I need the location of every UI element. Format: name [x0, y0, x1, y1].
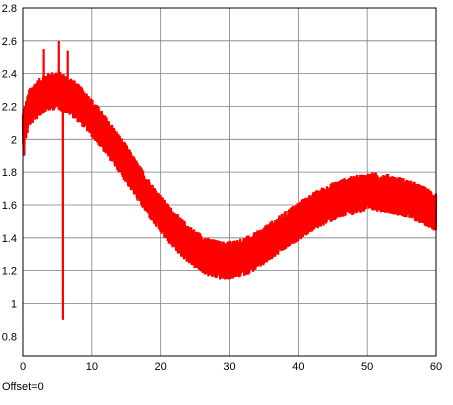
x-tick-label: 40: [292, 361, 304, 373]
x-tick-label: 20: [155, 361, 167, 373]
x-axis-tick-labels: 0 10 20 30 40 50 60: [20, 361, 442, 373]
y-tick-label: 1.8: [2, 167, 17, 179]
y-tick-label: 1.2: [2, 266, 17, 278]
y-tick-label: 1.4: [2, 233, 17, 245]
y-tick-label: 1.6: [2, 200, 17, 212]
y-tick-label: 2: [11, 134, 17, 146]
series-line-0: [21, 40, 438, 320]
y-tick-label: 1: [11, 298, 17, 310]
y-tick-label: 2.4: [2, 69, 17, 81]
y-axis-tick-labels: 1 1.2 1.4 1.6 1.8 2 2.2 2.4 2.6 2.8 0.8: [2, 3, 17, 343]
data-series: [21, 40, 438, 320]
x-tick-label: 50: [361, 361, 373, 373]
offset-footer-text: Offset=0: [2, 381, 44, 393]
y-tick-label: 2.8: [2, 3, 17, 15]
x-tick-label: 60: [430, 361, 442, 373]
x-tick-label: 30: [223, 361, 235, 373]
y-tick-label: 2.6: [2, 36, 17, 48]
x-tick-label: 10: [86, 361, 98, 373]
y-tick-label: 2.2: [2, 101, 17, 113]
x-tick-label: 0: [20, 361, 26, 373]
y-tick-label: 0.8: [2, 331, 17, 343]
plot-frame: [22, 7, 437, 357]
